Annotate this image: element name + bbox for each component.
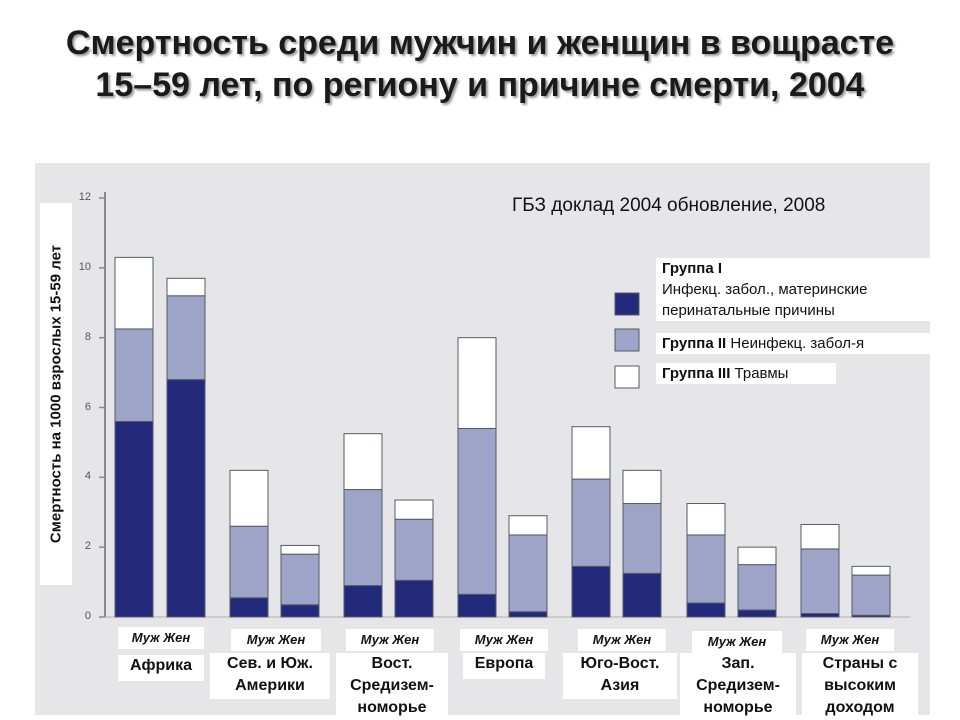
sex-label-high-income: Муж Жен (806, 629, 894, 651)
bar-segment-group-3 (851, 565, 891, 576)
bar-segment-group-3 (571, 426, 611, 480)
bar-segment-group-2 (457, 427, 497, 595)
y-tick-label: 8 (84, 330, 91, 343)
legend-group-1: Группа I Инфекц. забол., материнские пер… (656, 258, 938, 321)
bar-segment-group-3 (622, 469, 662, 505)
sex-label-sea: Муж Жен (578, 629, 666, 651)
chart-title: Смертность среди мужчин и женщин в вощра… (65, 24, 895, 104)
y-tick-label: 6 (84, 400, 91, 413)
bar-segment-group-3 (114, 256, 154, 330)
sex-label-americas: Муж Жен (231, 629, 321, 651)
legend-group-1-text: Инфекц. забол., материнские перинатальны… (662, 281, 868, 319)
legend-group-1-title: Группа I (662, 260, 723, 277)
bar-segment-group-2 (394, 518, 434, 581)
bar-segment-group-1 (280, 604, 320, 618)
y-tick-label: 12 (78, 191, 91, 203)
region-label-sea: Юго-Вост. Азия (563, 653, 677, 699)
bar-segment-group-1 (571, 565, 611, 618)
bar-segment-group-3 (394, 499, 434, 520)
bar-segment-group-2 (343, 489, 383, 587)
bar-segment-group-1 (508, 611, 548, 618)
bar-segment-group-2 (508, 534, 548, 613)
bar-segment-group-3 (508, 515, 548, 536)
bar-segment-group-3 (800, 523, 840, 550)
bar-segment-group-2 (229, 525, 269, 599)
region-label-europe: Европа (463, 653, 545, 679)
bar-segment-group-3 (229, 469, 269, 527)
legend-swatch-group-2 (614, 328, 640, 352)
region-label-high-income: Страны с высоким доходом (802, 653, 918, 720)
bar-segment-group-3 (166, 277, 206, 297)
legend-group-2: Группа II Неинфекц. забол-я (656, 333, 930, 354)
y-tick-label: 10 (78, 260, 91, 273)
bar-segment-group-1 (394, 579, 434, 618)
legend-group-3-text: Травмы (734, 365, 789, 382)
bar-segment-group-2 (280, 553, 320, 606)
bar-segment-group-2 (114, 328, 154, 422)
y-axis-label-box (40, 203, 72, 585)
bar-segment-group-1 (114, 420, 154, 618)
y-axis-label: Смертность на 1000 взрослых 15-59 лет (47, 244, 65, 544)
bar-segment-group-1 (229, 597, 269, 618)
bar-segment-group-2 (851, 574, 891, 616)
sex-label-east-med: Муж Жен (346, 629, 434, 651)
bar-segment-group-3 (280, 544, 320, 555)
bar-segment-group-1 (622, 572, 662, 618)
bar-segment-group-1 (343, 585, 383, 618)
sex-label-africa: Муж Жен (118, 627, 204, 649)
bar-segment-group-3 (343, 433, 383, 491)
y-tick-label: 0 (84, 610, 91, 622)
bar-segment-group-1 (686, 602, 726, 618)
bar-segment-group-2 (686, 534, 726, 604)
bar-segment-group-1 (166, 379, 206, 618)
bar-segment-group-2 (800, 548, 840, 615)
region-label-americas: Сев. и Юж. Америки (210, 653, 330, 699)
bar-segment-group-2 (622, 503, 662, 574)
region-label-africa: Африка (118, 655, 204, 681)
bar-segment-group-2 (571, 478, 611, 567)
legend-group-2-text: Неинфекц. забол-я (730, 335, 865, 352)
legend-swatch-group-3 (614, 365, 640, 389)
region-label-west-med: Зап. Средизем- номорье (680, 653, 796, 720)
bar-segment-group-3 (457, 337, 497, 429)
bar-segment-group-3 (737, 546, 777, 566)
legend-group-3: Группа III Травмы (656, 363, 836, 384)
legend-group-3-title: Группа III (662, 365, 731, 382)
region-label-east-med: Вост. Средизем- номорье (336, 653, 448, 720)
y-tick-label: 2 (84, 540, 91, 553)
bar-segment-group-1 (457, 593, 497, 618)
bar-segment-group-3 (686, 503, 726, 536)
bar-segment-group-1 (737, 609, 777, 618)
sex-label-west-med: Муж Жен (692, 631, 782, 653)
bar-segment-group-1 (800, 613, 840, 618)
source-note: ГБЗ доклад 2004 обновление, 2008 (512, 195, 826, 216)
bar-segment-group-2 (737, 564, 777, 611)
sex-label-europe: Муж Жен (460, 629, 548, 651)
y-tick-label: 4 (84, 470, 91, 483)
bar-segment-group-2 (166, 295, 206, 381)
legend-group-2-title: Группа II (662, 335, 727, 352)
legend-swatch-group-1 (614, 292, 640, 316)
